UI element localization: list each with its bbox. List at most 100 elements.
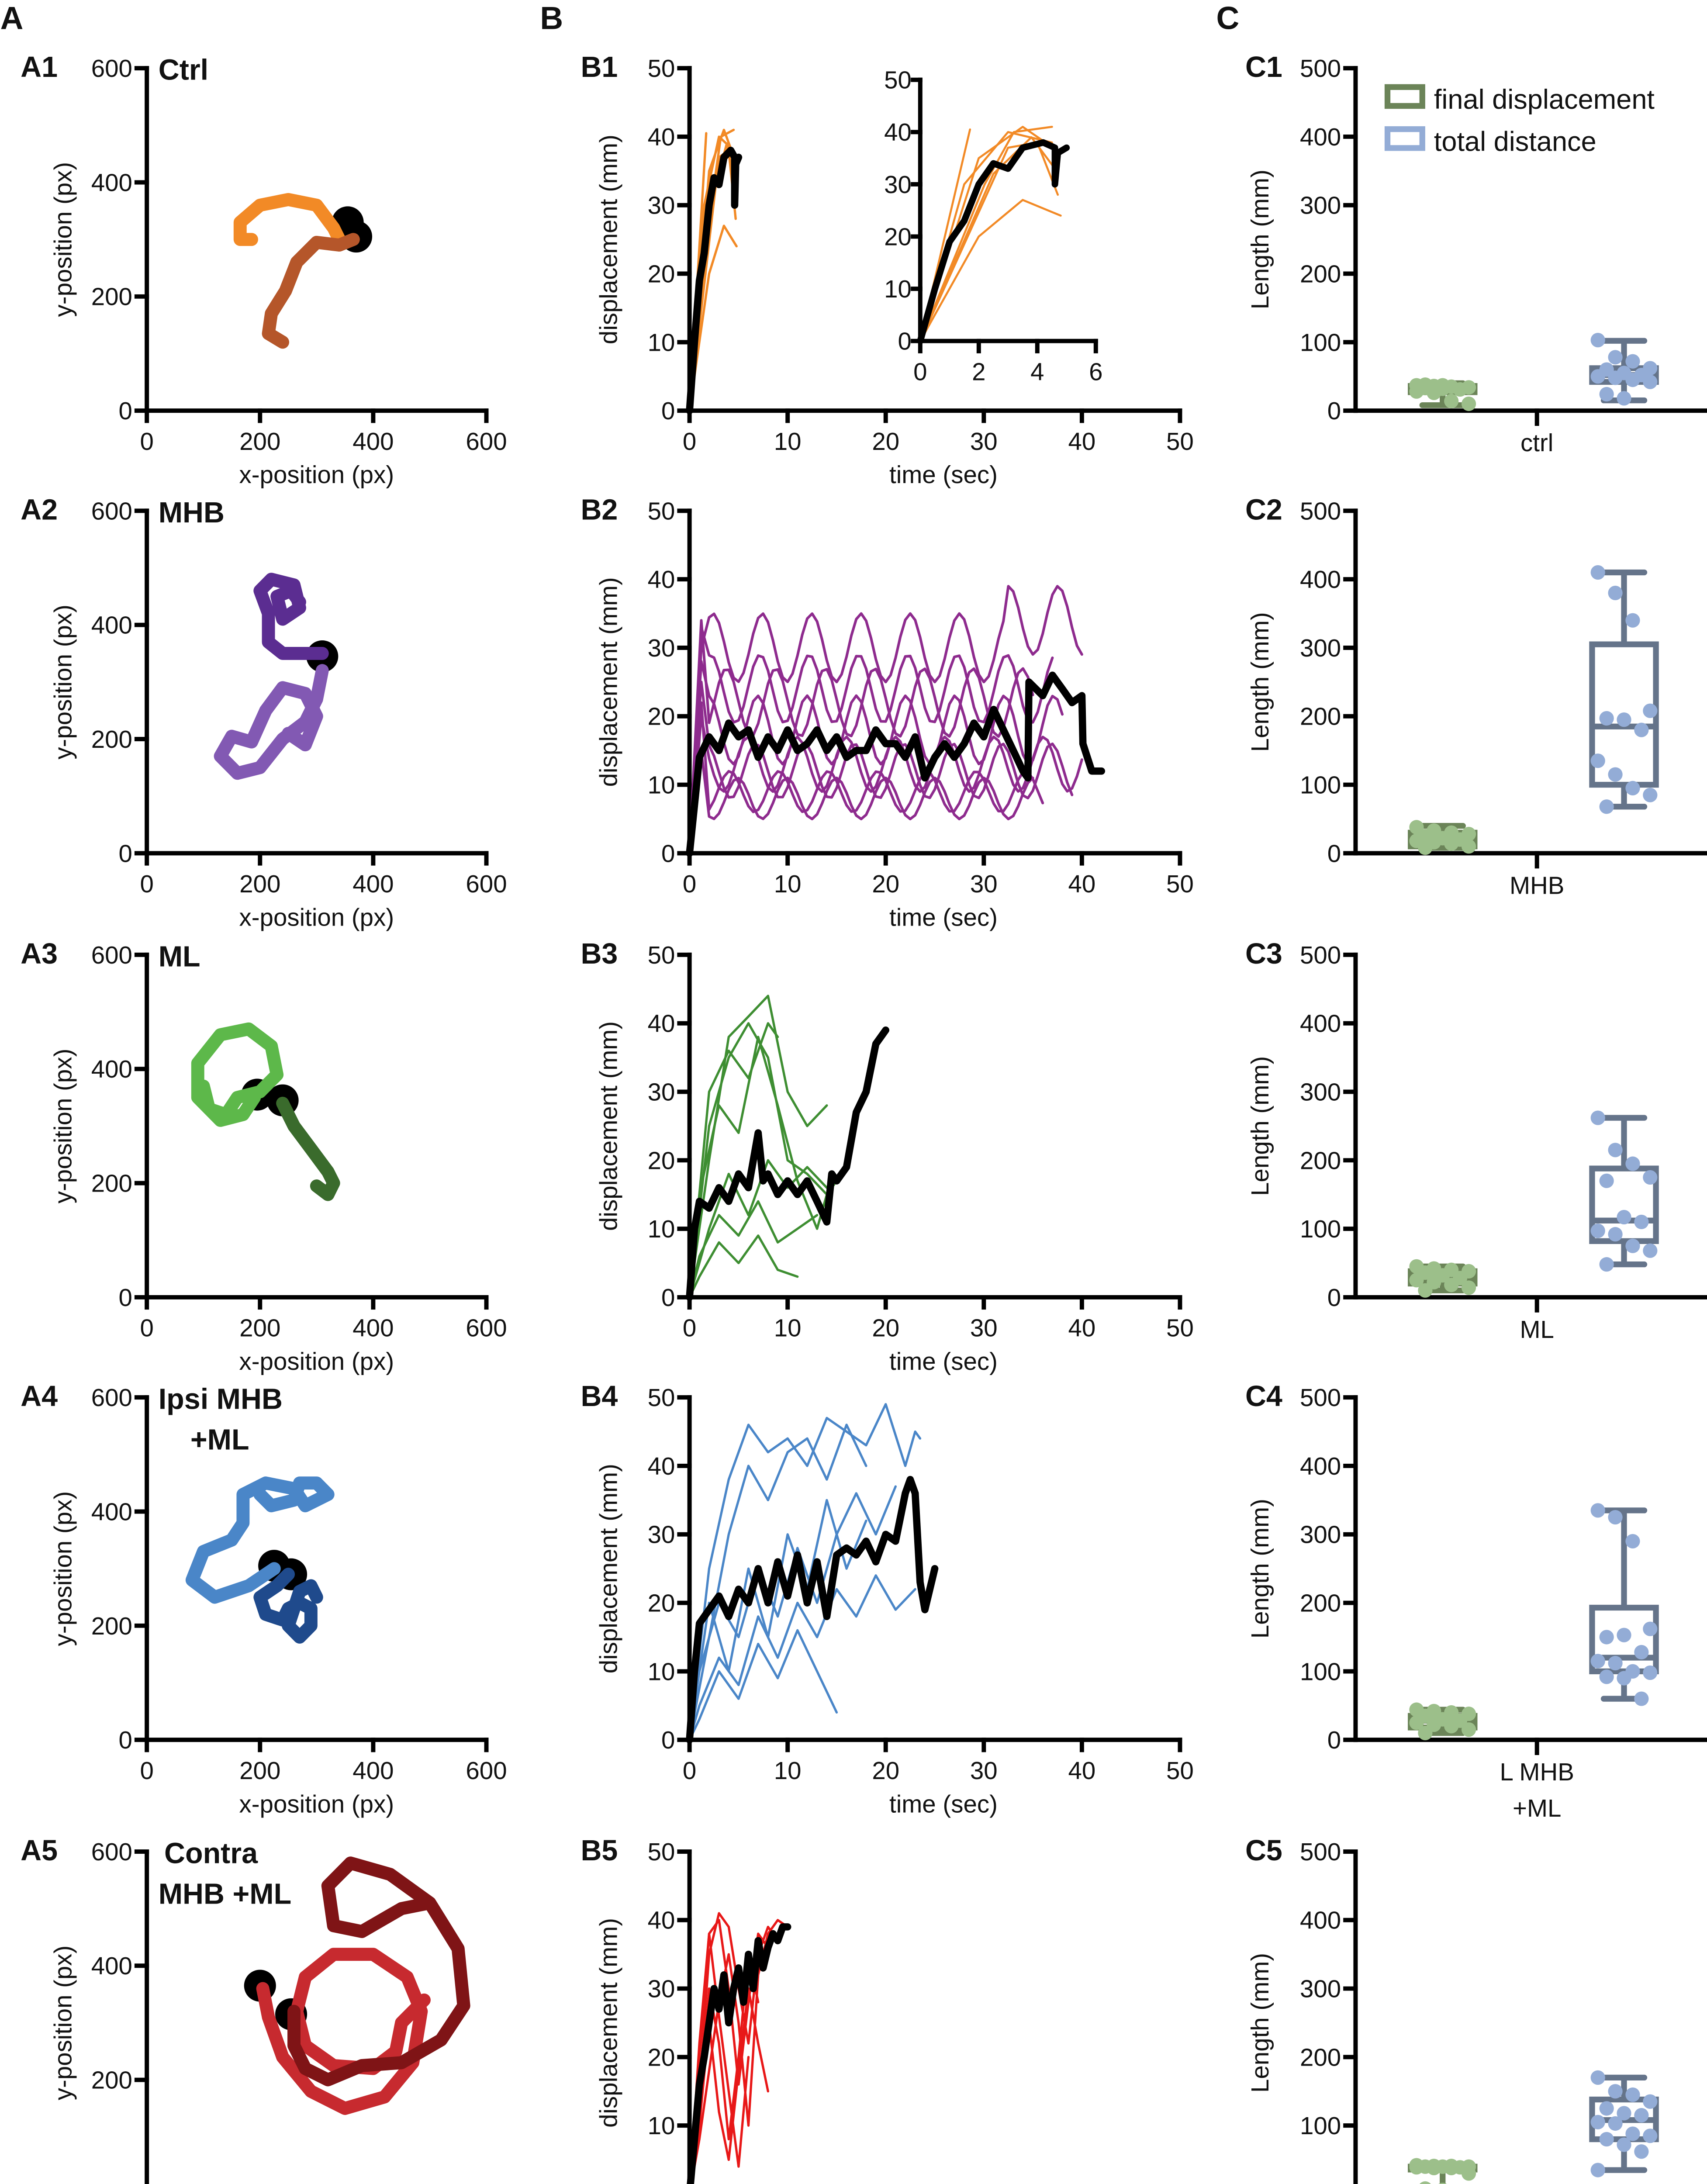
inset-trial-line [919, 199, 1062, 342]
trajectory-line [191, 1022, 284, 1127]
trajectory-line [253, 573, 329, 660]
x-tick-label: 0 [683, 870, 696, 898]
y-tick-label: 0 [1327, 1726, 1341, 1754]
data-point [1461, 2166, 1476, 2181]
condition-label: Ipsi MHB [159, 1383, 283, 1416]
y-tick-label: 400 [1300, 1010, 1341, 1037]
panel-b2: B2 0 10 20 30 40 50 0 10 20 30 40 50 time (sec) displa… [581, 494, 1193, 931]
panel-b4: B4 0 10 20 30 40 50 0 10 20 30 40 50 time (sec) displa… [581, 1380, 1193, 1818]
x-axis-title: x-position (px) [239, 1348, 394, 1375]
panel-label: B4 [581, 1380, 618, 1413]
y-tick-label: 0 [661, 1284, 675, 1311]
x-tick-label: 10 [774, 1314, 802, 1342]
data-point [1461, 1280, 1476, 1295]
inset-mean-line [917, 139, 1070, 345]
data-point [1599, 2132, 1614, 2147]
y-axis-title: Length (mm) [1246, 1056, 1274, 1196]
data-point [1419, 2181, 1431, 2184]
data-point [1625, 2126, 1640, 2141]
y-axis-title: y-position (px) [49, 605, 76, 760]
trial-line [689, 1932, 750, 2184]
y-tick-label: 600 [91, 1838, 132, 1866]
y-tick-label: 10 [648, 771, 675, 799]
x-tick-label: 0 [683, 1314, 696, 1342]
x-tick-label: 40 [1068, 428, 1095, 455]
y-tick-label: 20 [648, 703, 675, 730]
trajectory-line [185, 1476, 335, 1604]
data-point [1634, 1691, 1649, 1706]
inset-y-tick-label: 0 [898, 328, 911, 355]
x-category-label: L MHB [1500, 1758, 1574, 1786]
y-tick-label: 40 [648, 1452, 675, 1480]
y-tick-label: 600 [91, 55, 132, 82]
condition-label: +ML [190, 1424, 249, 1456]
data-point [1617, 1209, 1631, 1225]
y-tick-label: 100 [1300, 328, 1341, 356]
data-point [1590, 565, 1605, 580]
data-point [1438, 2182, 1447, 2184]
x-tick-label: 0 [140, 428, 153, 455]
data-point [1643, 374, 1658, 389]
inset-x-tick-label: 0 [913, 358, 927, 385]
trial-line [688, 1022, 838, 1299]
box-total-distance [1589, 2070, 1659, 2177]
y-tick-label: 40 [648, 1907, 675, 1934]
trial-line [688, 749, 1034, 855]
y-tick-label: 500 [1300, 55, 1341, 82]
data-point [1461, 396, 1476, 411]
inset-y-tick-label: 10 [884, 275, 912, 303]
y-axis-title: y-position (px) [49, 1491, 76, 1646]
data-point [1608, 1143, 1623, 1158]
x-tick-label: 400 [352, 1757, 394, 1784]
data-point [1608, 767, 1623, 782]
y-tick-label: 400 [1300, 1452, 1341, 1480]
data-point [1444, 1278, 1459, 1292]
x-category-label: ML [1520, 1316, 1554, 1343]
x-category-label: ctrl [1520, 429, 1553, 456]
data-point [1625, 2087, 1640, 2102]
trajectory-line [214, 664, 329, 780]
y-tick-label: 20 [648, 260, 675, 287]
y-tick-label: 100 [1300, 1658, 1341, 1685]
data-point [1625, 354, 1640, 369]
x-tick-label: 20 [872, 870, 899, 898]
y-tick-label: 0 [661, 397, 675, 425]
data-point [1608, 585, 1623, 601]
condition-label: MHB [159, 497, 225, 529]
inset-y-tick-label: 20 [884, 223, 912, 250]
box-final-displacement [1408, 2158, 1478, 2184]
data-point [1625, 1534, 1640, 1549]
y-axis-title: displacement (mm) [595, 577, 622, 787]
y-tick-label: 0 [119, 1726, 132, 1754]
data-point [1643, 1243, 1658, 1258]
y-tick-label: 500 [1300, 941, 1341, 969]
y-tick-label: 50 [648, 941, 675, 969]
x-tick-label: 600 [466, 1757, 507, 1784]
y-axis-title: Length (mm) [1246, 1499, 1274, 1638]
y-tick-label: 0 [1327, 840, 1341, 867]
data-point [1590, 1503, 1605, 1518]
data-point [1461, 1722, 1476, 1737]
box-total-distance [1589, 333, 1659, 406]
y-axis-title: Length (mm) [1246, 169, 1274, 309]
y-tick-label: 400 [91, 169, 132, 196]
panel-label: A1 [21, 51, 58, 83]
y-tick-label: 30 [648, 1521, 675, 1548]
y-tick-label: 0 [119, 2181, 132, 2184]
y-tick-label: 0 [119, 397, 132, 425]
data-point [1643, 2129, 1658, 2143]
data-point [1409, 2160, 1424, 2175]
x-tick-label: 0 [683, 428, 696, 455]
panel-label: C4 [1245, 1380, 1282, 1413]
trial-line [688, 585, 1083, 855]
x-tick-label: 20 [872, 428, 899, 455]
y-tick-label: 10 [648, 1215, 675, 1243]
data-point [1617, 2106, 1631, 2121]
trial-line [688, 1403, 922, 1741]
x-tick-label: 50 [1166, 1757, 1194, 1784]
inset-x-tick-label: 2 [972, 358, 985, 385]
y-tick-label: 400 [91, 1055, 132, 1083]
data-point [1590, 1654, 1605, 1669]
y-tick-label: 0 [661, 1726, 675, 1754]
